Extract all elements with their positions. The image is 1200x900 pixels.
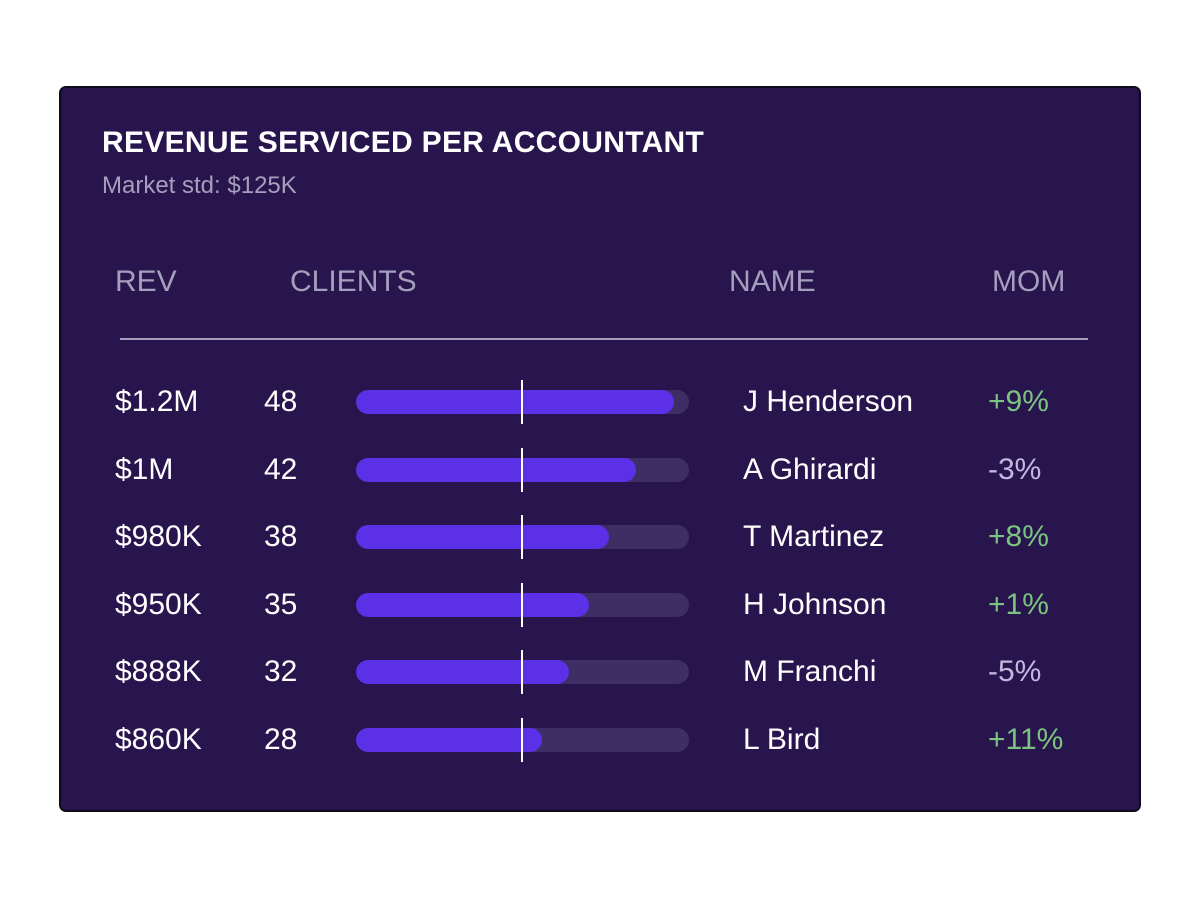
accountant-name: J Henderson — [743, 385, 914, 418]
column-header-mom[interactable]: MOM — [992, 265, 1066, 298]
mom-change: -3% — [988, 452, 1042, 486]
column-header-clients[interactable]: CLIENTS — [290, 265, 417, 298]
table-row[interactable]: $950K 35 H Johnson +1% — [61, 582, 1139, 627]
clients-bar-fill — [356, 727, 543, 752]
clients-bar-fill — [356, 660, 570, 684]
card-title: REVENUE SERVICED PER ACCOUNTANT — [102, 126, 705, 159]
clients-count: 35 — [264, 587, 298, 621]
market-std-marker — [520, 447, 523, 492]
clients-bar-fill — [356, 390, 674, 414]
clients-count: 48 — [264, 385, 298, 418]
table-row[interactable]: $1.2M 48 J Henderson +9% — [61, 380, 1139, 424]
table-row[interactable]: $888K 32 M Franchi -5% — [61, 650, 1139, 694]
revenue-value: $950K — [115, 587, 202, 621]
accountant-name: T Martinez — [743, 520, 885, 553]
card-subtitle: Market std: $125K — [102, 172, 297, 199]
clients-count: 32 — [264, 655, 298, 688]
mom-change: -5% — [988, 655, 1042, 688]
mom-change: +8% — [988, 520, 1049, 553]
mom-change: +1% — [988, 587, 1049, 621]
market-std-marker — [520, 515, 523, 559]
market-std-marker — [520, 650, 523, 694]
clients-count: 38 — [264, 520, 298, 553]
table-row[interactable]: $1M 42 A Ghirardi -3% — [61, 447, 1139, 492]
market-std-marker — [520, 380, 523, 424]
accountant-name: H Johnson — [743, 587, 887, 621]
revenue-value: $1.2M — [115, 385, 199, 418]
column-header-name[interactable]: NAME — [729, 265, 816, 298]
header-divider — [120, 338, 1088, 340]
clients-bar — [356, 660, 689, 684]
accountant-name: L Bird — [743, 722, 821, 756]
table-row[interactable]: $860K 28 L Bird +11% — [61, 717, 1139, 762]
column-header-rev[interactable]: REV — [115, 265, 177, 298]
revenue-value: $980K — [115, 520, 202, 553]
table-row[interactable]: $980K 38 T Martinez +8% — [61, 515, 1139, 559]
clients-bar-fill — [356, 525, 610, 549]
clients-count: 28 — [264, 722, 298, 756]
revenue-value: $860K — [115, 722, 202, 756]
mom-change: +11% — [988, 722, 1064, 756]
accountant-name: A Ghirardi — [743, 452, 877, 486]
accountant-name: M Franchi — [743, 655, 877, 688]
revenue-card: REVENUE SERVICED PER ACCOUNTANT Market s… — [59, 86, 1141, 812]
clients-bar-fill — [356, 592, 590, 617]
accountant-list: $1.2M 48 J Henderson +9% $1M 42 A Ghirar… — [61, 88, 1139, 810]
market-std-marker — [520, 717, 523, 762]
clients-count: 42 — [264, 452, 298, 486]
revenue-value: $1M — [115, 452, 174, 486]
mom-change: +9% — [988, 385, 1049, 418]
clients-bar-fill — [356, 457, 636, 482]
market-std-marker — [520, 582, 523, 627]
revenue-value: $888K — [115, 655, 202, 688]
